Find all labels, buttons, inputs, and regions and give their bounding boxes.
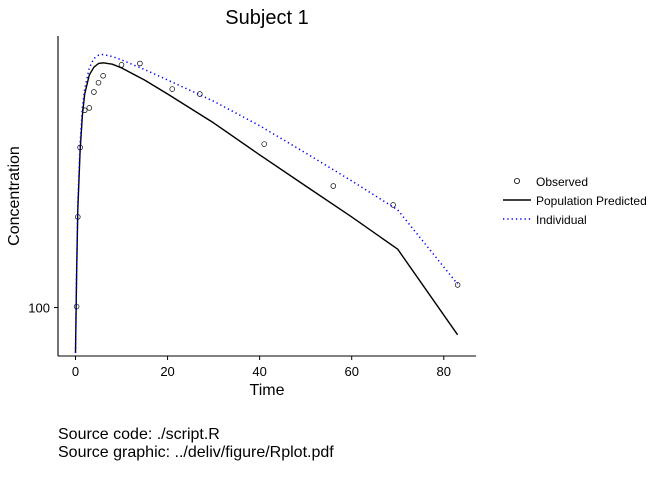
data-marks — [73, 53, 461, 353]
observed-point — [454, 282, 461, 288]
y-axis-label: Concentration — [6, 146, 23, 246]
legend-label-individual: Individual — [536, 213, 587, 227]
observed-point — [86, 105, 93, 111]
x-tick-label: 60 — [344, 364, 358, 379]
observed-point — [330, 183, 337, 189]
observed-point — [91, 89, 97, 95]
x-tick-label: 0 — [72, 364, 79, 379]
chart-title: Subject 1 — [225, 7, 308, 29]
observed-point — [390, 202, 396, 208]
legend-label-observed: Observed — [536, 175, 588, 189]
observed-point — [261, 141, 267, 147]
legend-key-observed — [514, 177, 521, 184]
observed-point — [95, 79, 102, 86]
x-tick-label: 20 — [160, 364, 174, 379]
x-tick-label: 40 — [252, 364, 266, 379]
y-tick-label: 100 — [28, 301, 50, 316]
plot-area: 0 20 40 60 80 100 — [28, 36, 476, 379]
legend: Observed Population Predicted Individual — [503, 175, 647, 227]
source-code-caption: Source code: ./script.R — [58, 426, 220, 443]
x-tick-label: 80 — [437, 364, 451, 379]
observed-point — [169, 86, 175, 92]
legend-label-population-predicted: Population Predicted — [536, 194, 647, 208]
source-graphic-caption: Source graphic: ../deliv/figure/Rplot.pd… — [58, 444, 334, 461]
y-ticks: 100 — [28, 301, 58, 316]
x-ticks: 0 20 40 60 80 — [72, 356, 451, 379]
observed-point — [100, 73, 106, 79]
individual-line — [74, 53, 459, 353]
x-axis-label: Time — [250, 382, 285, 399]
population-predicted-line — [74, 62, 459, 353]
observed-point — [137, 60, 143, 67]
